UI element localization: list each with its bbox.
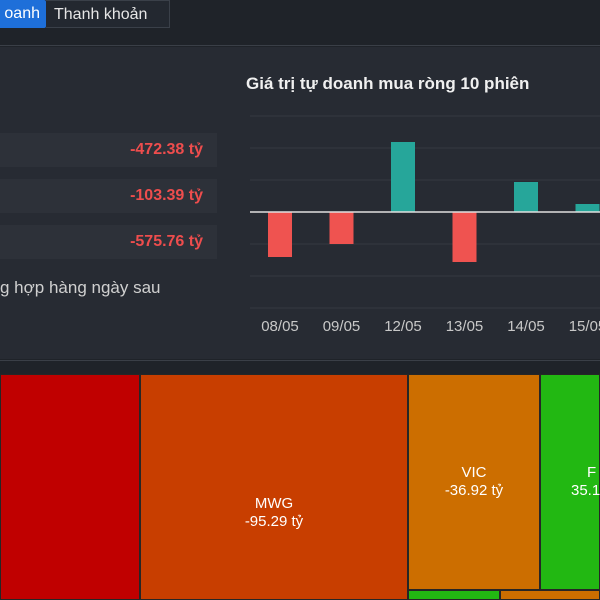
summary-row-value: -103.39 tỷ [130,187,203,204]
tab-bar: oanh Thanh khoản [0,0,600,28]
summary-row-value: -472.38 tỷ [130,141,203,158]
tile-symbol: F [587,464,597,481]
tile-value: 35.1 [571,482,600,499]
chart-title: Giá trị tự doanh mua ròng 10 phiên [246,74,530,93]
tile-value: -95.29 tỷ [244,513,304,530]
x-tick-label: 09/05 [323,318,361,335]
chart-bar[interactable] [329,212,354,244]
treemap-tile[interactable] [408,590,500,600]
divider [0,45,600,46]
summary-row-value: -575.76 tỷ [130,233,203,250]
tab-thanh-khoan[interactable]: Thanh khoản [46,0,170,28]
x-tick-label: 14/05 [507,318,545,335]
tile-value: -36.92 tỷ [444,482,504,499]
tile-symbol: MWG [254,495,294,512]
treemap-tile-mwg[interactable]: MWG -95.29 tỷ [140,374,408,600]
treemap-tile[interactable] [0,374,140,600]
summary-note: g hợp hàng ngày sau [0,278,161,297]
summary-row: -103.39 tỷ [0,179,217,213]
treemap-tile[interactable] [500,590,600,600]
x-tick-label: 12/05 [384,318,422,335]
x-tick-label: 15/05 [569,318,600,335]
treemap-tile-vic[interactable]: VIC -36.92 tỷ [408,374,540,590]
net-buy-bar-chart: 08/05 09/05 12/05 13/05 14/05 15/05 [250,115,600,335]
chart-bar[interactable] [514,182,538,212]
tab-tu-doanh[interactable]: oanh [0,0,46,28]
summary-row: -575.76 tỷ [0,225,217,259]
chart-bar[interactable] [575,204,600,212]
x-tick-label: 08/05 [261,318,299,335]
treemap: MWG -95.29 tỷ VIC -36.92 tỷ F 35.1 [0,374,600,600]
summary-row: -472.38 tỷ [0,133,217,167]
chart-bar[interactable] [452,212,477,262]
chart-bar[interactable] [391,142,415,212]
treemap-tile-f[interactable]: F 35.1 [540,374,600,590]
summary-panel: -472.38 tỷ -103.39 tỷ -575.76 tỷ g hợp h… [0,47,600,359]
tile-symbol: VIC [461,464,487,481]
x-tick-label: 13/05 [446,318,484,335]
chart-bar[interactable] [268,212,292,257]
divider [0,360,600,361]
